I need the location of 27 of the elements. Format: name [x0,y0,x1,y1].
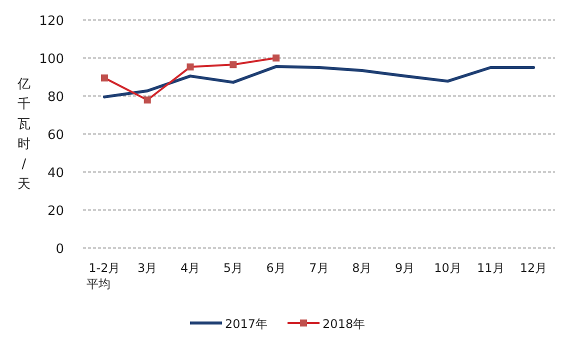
y-tick-label: 100 [39,52,64,67]
point [272,54,280,62]
point [144,96,151,104]
y-tick-label: 60 [47,128,64,143]
legend-label: 2017年 [225,317,268,331]
point [186,63,194,70]
y-tick-label: 40 [47,166,64,181]
x-tick-label: 3月 [138,261,158,275]
x-tick-label: 6月 [266,261,286,275]
line-series [102,65,536,98]
y-tick-label: 120 [39,14,64,29]
x-tick-label: 1-2月平均 [86,261,120,291]
x-tick-label: 12月 [520,261,548,275]
y-tick-label: 20 [47,204,64,219]
x-tick-label: 8月 [352,261,372,275]
x-tick-label: 5月 [223,261,243,275]
legend-label: 2018年 [322,317,366,331]
x-tick-label: 10月 [434,261,462,275]
y-axis-title: 亿千瓦时/天 [16,77,30,192]
x-tick-label: 4月 [180,261,200,275]
y-tick-label: 80 [47,90,64,105]
point [100,74,108,82]
x-tick-label: 9月 [395,261,415,275]
x-tick-label: 11月 [476,261,504,275]
y-tick-label: 0 [56,242,64,257]
point [230,61,237,68]
x-tick-label: 7月 [309,261,329,275]
